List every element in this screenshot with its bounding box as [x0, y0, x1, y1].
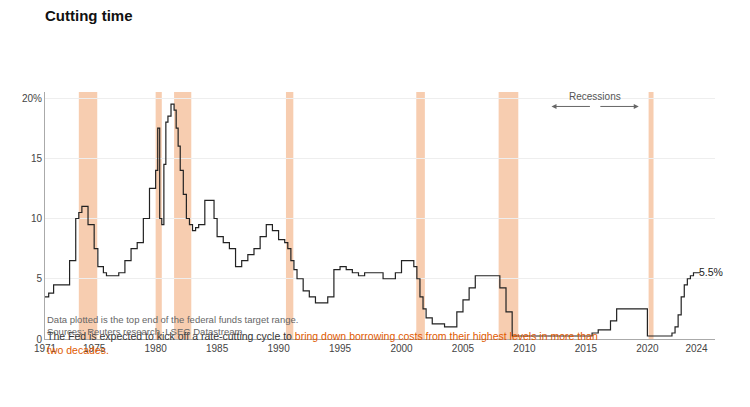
svg-text:2005: 2005 — [452, 343, 475, 354]
svg-text:1995: 1995 — [329, 343, 352, 354]
svg-text:Data plotted is the top end of: Data plotted is the top end of the feder… — [47, 314, 298, 337]
svg-text:0: 0 — [36, 334, 42, 345]
svg-text:1980: 1980 — [145, 343, 168, 354]
svg-text:2000: 2000 — [390, 343, 413, 354]
svg-text:2010: 2010 — [513, 343, 536, 354]
svg-text:1971: 1971 — [34, 343, 57, 354]
svg-text:2024: 2024 — [685, 343, 708, 354]
svg-text:The Fed is expected to kick of: The Fed is expected to kick off a rate-c… — [47, 330, 598, 356]
svg-text:15: 15 — [31, 153, 43, 164]
svg-text:5: 5 — [36, 273, 42, 284]
svg-text:Recessions: Recessions — [569, 91, 621, 102]
svg-text:1975: 1975 — [83, 343, 106, 354]
svg-text:2015: 2015 — [575, 343, 598, 354]
svg-text:Cutting time: Cutting time — [45, 7, 133, 24]
svg-text:2020: 2020 — [636, 343, 659, 354]
svg-text:5.5%: 5.5% — [699, 266, 723, 278]
svg-text:1985: 1985 — [206, 343, 229, 354]
svg-text:20%: 20% — [22, 93, 42, 104]
svg-text:1990: 1990 — [267, 343, 290, 354]
svg-text:10: 10 — [31, 213, 43, 224]
